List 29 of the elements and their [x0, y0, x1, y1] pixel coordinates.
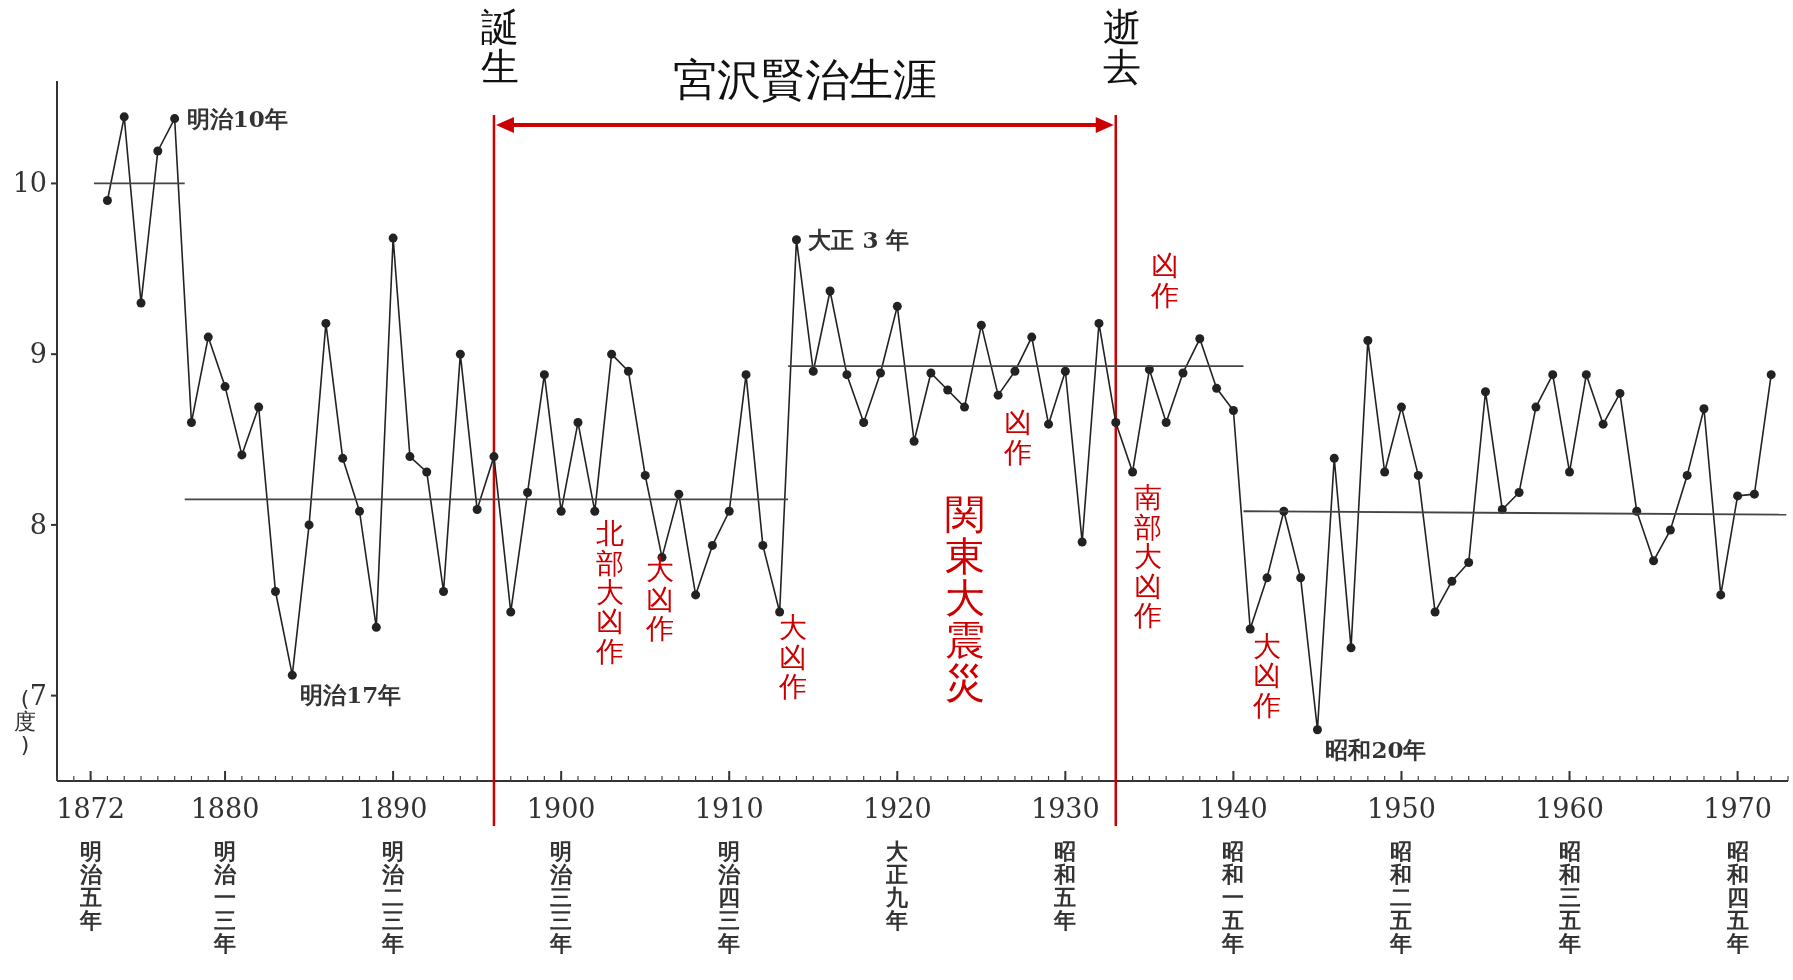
- ref-line-label: 誕生: [480, 5, 519, 90]
- x-tick-label: 1872 明治五年: [56, 793, 125, 934]
- annotation: 宮沢賢治生涯: [672, 54, 937, 105]
- y-tick-label: 9: [29, 338, 47, 370]
- x-tick-label: 1970 昭和四五年: [1703, 793, 1772, 957]
- annotation: 北部大凶作: [594, 517, 624, 668]
- data-label: 明治17年: [300, 681, 402, 709]
- y-tick-label: 8: [29, 508, 47, 540]
- x-tick-label: 1960 昭和三五年: [1535, 793, 1604, 957]
- x-tick-label: 1880 明治一三年: [190, 793, 260, 957]
- annotation: 関東大震災: [944, 491, 985, 706]
- x-tick-label: 1930 昭和五年: [1030, 793, 1100, 934]
- x-tick-label: 1950 昭和二五年: [1367, 793, 1436, 957]
- data-label: 大正 3 年: [808, 225, 910, 253]
- annotation: 大凶作: [1252, 629, 1282, 722]
- annotation: 凶作: [1003, 406, 1033, 469]
- x-tick-label: 1940 昭和一五年: [1199, 793, 1268, 957]
- data-label: 昭和20年: [1325, 735, 1427, 763]
- annotation: 南部大凶作: [1132, 481, 1162, 633]
- ref-line-label: 逝去: [1102, 5, 1141, 90]
- x-tick-label: 1910 明治四三年: [694, 793, 764, 957]
- data-label: 明治10年: [186, 104, 288, 132]
- x-tick-label: 1890 明治二三年: [358, 793, 428, 957]
- annotation: 大凶作: [778, 611, 808, 703]
- y-tick-label: 10: [12, 167, 47, 199]
- annotation: 大凶作: [645, 553, 675, 645]
- x-tick-label: 1920 大正九年: [862, 793, 932, 934]
- annotation: 凶作: [1149, 249, 1179, 312]
- x-tick-label: 1900 明治三三年: [526, 793, 596, 957]
